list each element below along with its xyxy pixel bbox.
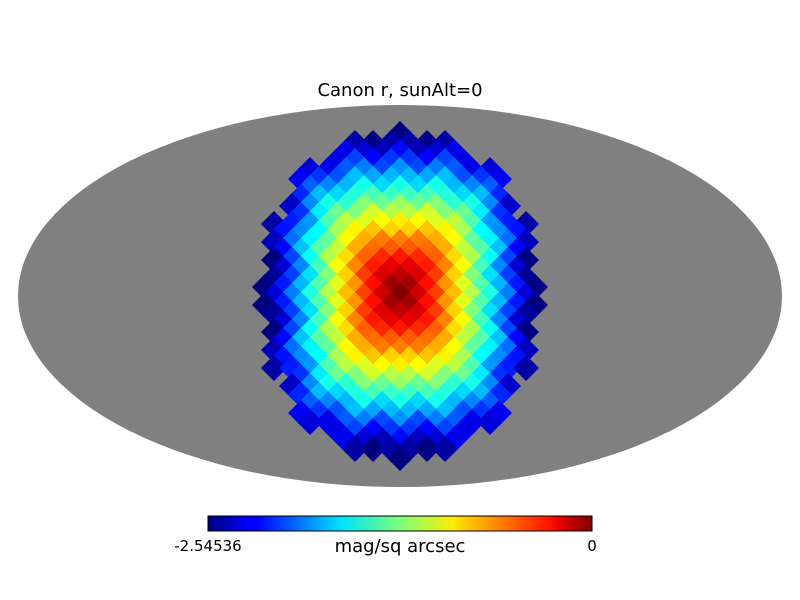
healpix-pixel xyxy=(342,436,368,462)
healpix-pixel xyxy=(414,436,440,462)
healpix-pixel xyxy=(261,355,287,381)
healpix-pixel xyxy=(387,445,413,471)
healpix-pixel xyxy=(297,409,323,435)
colorbar-title: mag/sq arcsec xyxy=(335,536,466,557)
chart-title: Canon r, sunAlt=0 xyxy=(317,80,482,101)
healpix-pixels xyxy=(252,121,548,471)
colorbar-max-label: 0 xyxy=(587,537,597,555)
healpix-pixel xyxy=(477,409,503,435)
colorbar xyxy=(207,515,593,532)
colorbar-min-label: -2.54536 xyxy=(174,537,241,555)
healpix-pixel xyxy=(432,436,458,462)
healpix-pixel xyxy=(513,355,539,381)
healpix-pixel xyxy=(360,436,386,462)
